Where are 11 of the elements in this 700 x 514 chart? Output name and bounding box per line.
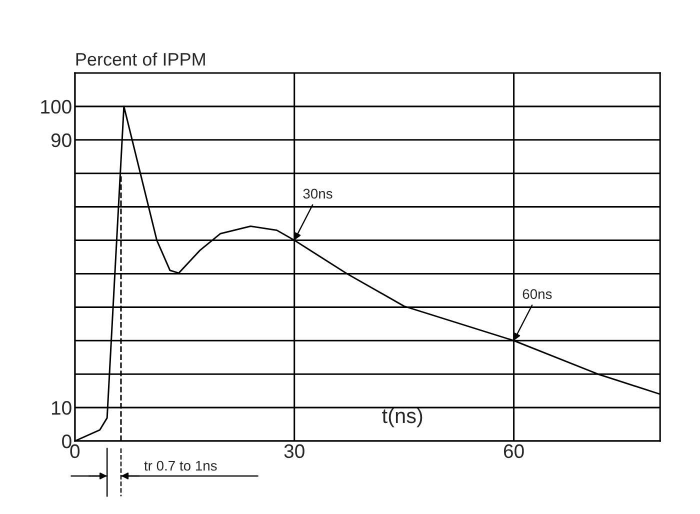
y-tick-label: 100 [41,100,72,114]
y-axis-title: Percent of IPPM [76,52,205,66]
y-tick-label: 10 [52,401,72,415]
y-tick-label: 90 [51,133,72,148]
x-tick-label: 30 [284,444,304,458]
annotation: 60ns [522,289,552,300]
text: tr 0.7 to 1ns [144,460,217,471]
x-tick-label: 60 [504,444,524,458]
annotation: 30ns [303,188,332,199]
x-axis-title: t(ns) [382,408,422,428]
y-tick-label: 0 [62,434,72,448]
